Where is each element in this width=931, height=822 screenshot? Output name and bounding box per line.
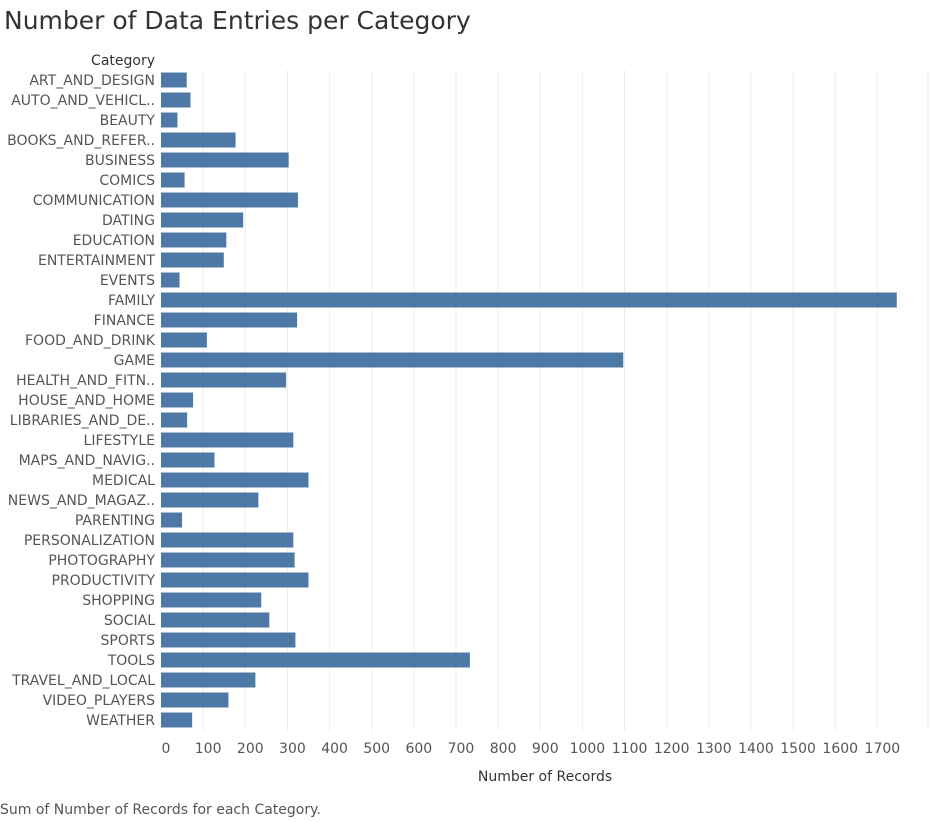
bar-communication[interactable] [161,192,298,208]
bar-personalization[interactable] [161,532,294,548]
category-label[interactable]: PERSONALIZATION [24,533,155,549]
category-label[interactable]: PHOTOGRAPHY [48,553,155,569]
bar-game[interactable] [161,352,624,368]
category-label[interactable]: TRAVEL_AND_LOCAL [11,673,155,689]
category-label[interactable]: MAPS_AND_NAVIG.. [19,453,155,469]
category-label[interactable]: AUTO_AND_VEHICL.. [11,93,155,109]
x-tick-label: 300 [279,741,306,757]
category-label[interactable]: PRODUCTIVITY [52,573,156,589]
category-label[interactable]: NEWS_AND_MAGAZ.. [8,493,155,509]
grid-lines [202,70,929,731]
x-tick-label: 700 [448,741,475,757]
x-tick-labels: 0 100 200 300 400 500 600 700 800 900 1000 1100 1200… [162,741,901,757]
x-tick-label: 0 [162,741,171,757]
bar-chart: ART_AND_DESIGN AUTO_AND_VEHICL.. BEAUTY BOO… [7,53,929,785]
category-label[interactable]: MEDICAL [92,473,155,489]
bar-maps-and-navig[interactable] [161,452,215,468]
category-label[interactable]: ENTERTAINMENT [38,253,155,269]
category-label[interactable]: DATING [102,213,155,229]
bar-education[interactable] [161,232,227,248]
bar-comics[interactable] [161,172,185,188]
category-label[interactable]: FAMILY [108,293,155,309]
bar-books-and-refer[interactable] [161,132,236,148]
category-label[interactable]: FOOD_AND_DRINK [25,333,156,349]
category-label[interactable]: GAME [114,353,155,369]
x-tick-label: 900 [532,741,559,757]
bar-productivity[interactable] [161,572,309,588]
x-tick-label: 1100 [612,741,648,757]
category-label[interactable]: WEATHER [86,713,155,729]
bar-news-and-magaz[interactable] [161,492,259,508]
x-axis-label: Number of Records [478,769,612,785]
bar-parenting[interactable] [161,512,183,528]
bar-food-and-drink[interactable] [161,332,207,348]
x-tick-label: 500 [363,741,390,757]
x-tick-label: 1600 [822,741,858,757]
bar-medical[interactable] [161,472,309,488]
x-tick-label: 200 [237,741,264,757]
bar-entertainment[interactable] [161,252,224,268]
bar-weather[interactable] [161,712,193,728]
category-label[interactable]: HEALTH_AND_FITN.. [16,373,155,389]
bar-business[interactable] [161,152,289,168]
category-label[interactable]: HOUSE_AND_HOME [18,393,155,409]
category-label[interactable]: EVENTS [100,273,155,289]
category-label[interactable]: LIBRARIES_AND_DE.. [10,413,155,429]
bar-finance[interactable] [161,312,298,328]
bar-shopping[interactable] [161,592,262,608]
bar-travel-and-local[interactable] [161,672,256,688]
bar-auto-and-vehicl[interactable] [161,92,191,108]
x-tick-label: 800 [490,741,517,757]
bar-health-and-fitn[interactable] [161,372,287,388]
bar-lifestyle[interactable] [161,432,294,448]
category-label[interactable]: COMMUNICATION [33,193,155,209]
category-label[interactable]: VIDEO_PLAYERS [43,693,156,709]
category-label[interactable]: BOOKS_AND_REFER.. [7,133,155,149]
bar-house-and-home[interactable] [161,392,194,408]
x-tick-label: 1700 [865,741,901,757]
bar-libraries-and-de[interactable] [161,412,188,428]
category-label[interactable]: COMICS [99,173,155,189]
bar-beauty[interactable] [161,112,178,128]
category-label[interactable]: EDUCATION [73,233,155,249]
category-label[interactable]: BUSINESS [85,153,155,169]
category-label[interactable]: TOOLS [107,653,155,669]
category-label[interactable]: SOCIAL [104,613,155,629]
category-labels: ART_AND_DESIGN AUTO_AND_VEHICL.. BEAUTY BOO… [7,73,156,729]
category-label[interactable]: LIFESTYLE [84,433,155,449]
x-tick-label: 1300 [696,741,732,757]
x-tick-label: 1000 [570,741,606,757]
bar-social[interactable] [161,612,270,628]
x-tick-label: 100 [195,741,222,757]
bars [161,72,897,728]
chart-title: Number of Data Entries per Category [4,6,471,35]
caption: Sum of Number of Records for each Catego… [0,802,321,818]
bar-sports[interactable] [161,632,296,648]
bar-family[interactable] [161,292,897,308]
x-tick-label: 1500 [780,741,816,757]
x-tick-label: 400 [321,741,348,757]
category-label[interactable]: SHOPPING [82,593,155,609]
x-tick-label: 1200 [654,741,690,757]
x-tick-label: 1400 [738,741,774,757]
category-label[interactable]: SPORTS [101,633,156,649]
bar-photography[interactable] [161,552,295,568]
x-tick-label: 600 [405,741,432,757]
bar-art-and-design[interactable] [161,72,187,88]
category-label[interactable]: BEAUTY [100,113,156,129]
bar-video-players[interactable] [161,692,229,708]
category-label[interactable]: ART_AND_DESIGN [29,73,155,89]
bar-tools[interactable] [161,652,470,668]
category-label[interactable]: PARENTING [75,513,155,529]
bar-dating[interactable] [161,212,244,228]
category-label[interactable]: FINANCE [94,313,155,329]
category-axis-header[interactable]: Category [91,53,155,69]
bar-events[interactable] [161,272,180,288]
